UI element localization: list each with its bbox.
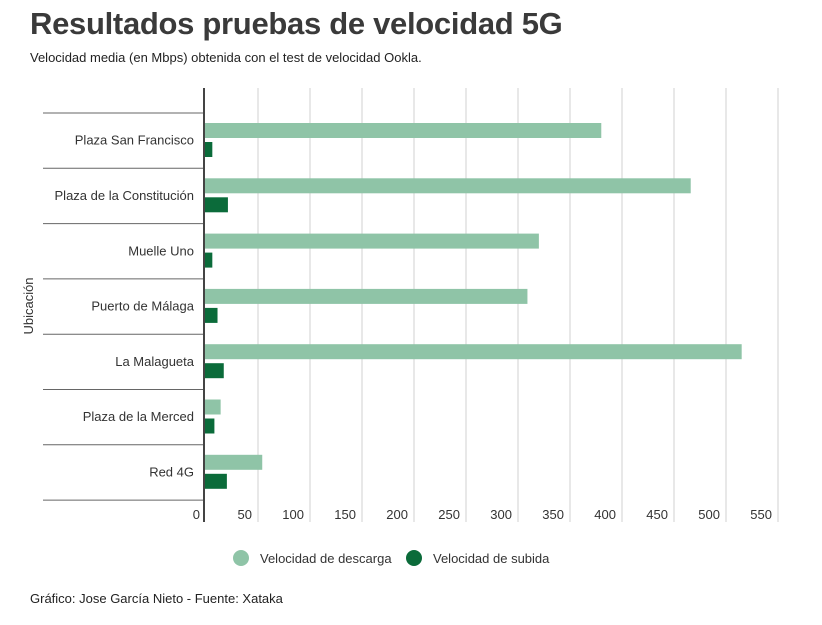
x-tick-label: 100 xyxy=(282,507,304,522)
upload-bar xyxy=(204,252,213,268)
category-label: La Malagueta xyxy=(115,354,195,369)
x-tick-label: 300 xyxy=(490,507,512,522)
download-bar xyxy=(204,399,221,415)
legend-marker xyxy=(233,550,249,566)
chart-title: Resultados pruebas de velocidad 5G xyxy=(30,6,563,41)
x-tick-label: 400 xyxy=(594,507,616,522)
chart-subtitle: Velocidad media (en Mbps) obtenida con e… xyxy=(30,50,422,65)
category-label: Puerto de Málaga xyxy=(91,299,194,314)
x-tick-label: 250 xyxy=(438,507,460,522)
download-bar xyxy=(204,344,742,360)
category-label: Plaza San Francisco xyxy=(75,133,194,148)
x-tick-label: 500 xyxy=(698,507,720,522)
x-tick-label: 450 xyxy=(646,507,668,522)
download-bar xyxy=(204,123,602,138)
download-bar xyxy=(204,288,528,304)
upload-bar xyxy=(204,142,213,157)
download-bar xyxy=(204,233,539,249)
upload-bar xyxy=(204,363,224,379)
upload-bar xyxy=(204,307,218,323)
x-tick-label: 0 xyxy=(193,507,200,522)
y-axis-label: Ubicación xyxy=(21,277,36,334)
x-tick-label: 350 xyxy=(542,507,564,522)
upload-bar xyxy=(204,473,227,489)
download-bar xyxy=(204,454,263,470)
category-label: Plaza de la Merced xyxy=(83,409,194,424)
x-tick-label: 50 xyxy=(238,507,252,522)
legend-label: Velocidad de subida xyxy=(433,551,550,566)
x-tick-label: 150 xyxy=(334,507,356,522)
download-bar xyxy=(204,178,691,194)
upload-bar xyxy=(204,197,228,213)
chart-footer: Gráfico: Jose García Nieto - Fuente: Xat… xyxy=(30,591,283,606)
category-label: Plaza de la Constitución xyxy=(55,188,194,203)
x-tick-label: 550 xyxy=(750,507,772,522)
category-label: Red 4G xyxy=(149,464,194,479)
upload-bar xyxy=(204,418,215,434)
legend-marker xyxy=(406,550,422,566)
x-tick-label: 200 xyxy=(386,507,408,522)
legend-label: Velocidad de descarga xyxy=(260,551,392,566)
category-label: Muelle Uno xyxy=(128,243,194,258)
